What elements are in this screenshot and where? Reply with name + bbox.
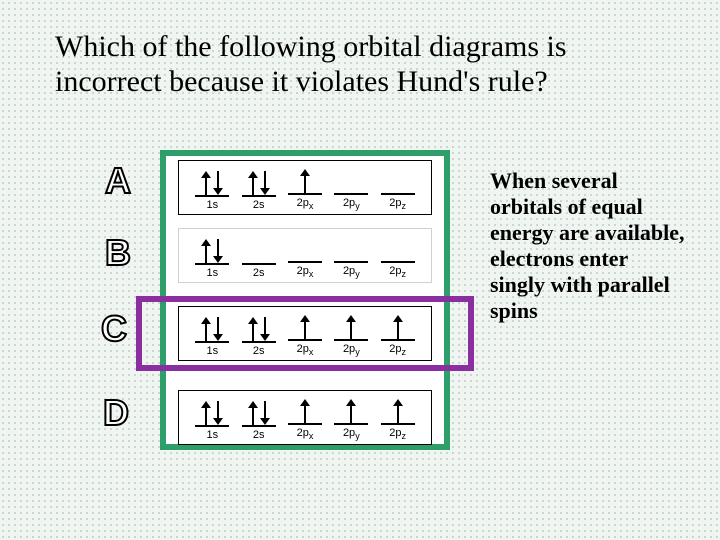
arrow-up-icon [201, 401, 211, 425]
orbital-2py: 2py [332, 395, 370, 441]
orbital-slot [288, 311, 322, 341]
option-letter-a: A [105, 160, 131, 202]
orbital-label: 1s [207, 429, 219, 441]
orbital-label: 2s [253, 345, 265, 357]
orbital-2px: 2px [286, 395, 324, 441]
orbital-slot [381, 165, 415, 195]
orbital-slot [288, 165, 322, 195]
orbital-slot [381, 233, 415, 263]
orbital-slot [242, 397, 276, 427]
orbital-2pz: 2pz [379, 165, 417, 211]
orbital-2pz: 2pz [379, 311, 417, 357]
orbital-1s: 1s [193, 167, 231, 211]
orbital-slot [334, 233, 368, 263]
slide-content: Which of the following orbital diagrams … [0, 0, 720, 540]
arrow-up-icon [393, 399, 403, 423]
orbital-slot [242, 167, 276, 197]
orbital-slot [195, 397, 229, 427]
orbital-label: 1s [207, 199, 219, 211]
orbital-label: 2s [253, 267, 265, 279]
orbital-label: 2py [343, 197, 360, 211]
orbital-label: 2px [297, 197, 314, 211]
option-letter-b: B [105, 232, 131, 274]
orbital-label: 2pz [389, 265, 406, 279]
orbital-slot [381, 395, 415, 425]
orbital-label: 2px [297, 265, 314, 279]
orbital-1s: 1s [193, 235, 231, 279]
orbital-panel-b: 1s 2s 2px 2py 2pz [178, 228, 432, 283]
orbital-label: 1s [207, 267, 219, 279]
orbital-2pz: 2pz [379, 233, 417, 279]
orbital-2py: 2py [332, 233, 370, 279]
orbital-1s: 1s [193, 313, 231, 357]
orbital-2py: 2py [332, 311, 370, 357]
orbital-2s: 2s [240, 397, 278, 441]
arrow-down-icon [260, 401, 270, 425]
arrow-down-icon [213, 401, 223, 425]
orbital-label: 2py [343, 427, 360, 441]
arrow-down-icon [260, 317, 270, 341]
orbital-slot [242, 313, 276, 343]
arrow-up-icon [201, 171, 211, 195]
orbital-2s: 2s [240, 167, 278, 211]
orbital-slot [334, 165, 368, 195]
orbital-label: 1s [207, 345, 219, 357]
orbital-1s: 1s [193, 397, 231, 441]
orbital-2py: 2py [332, 165, 370, 211]
orbital-label: 2pz [389, 197, 406, 211]
arrow-up-icon [393, 315, 403, 339]
arrow-down-icon [213, 317, 223, 341]
orbital-slot [334, 311, 368, 341]
orbital-slot [195, 313, 229, 343]
orbital-2px: 2px [286, 311, 324, 357]
orbital-label: 2s [253, 199, 265, 211]
orbital-slot [288, 395, 322, 425]
arrow-up-icon [201, 317, 211, 341]
orbital-2px: 2px [286, 165, 324, 211]
orbital-slot [195, 235, 229, 265]
orbital-label: 2py [343, 343, 360, 357]
orbital-panel-c: 1s 2s 2px 2py 2pz [178, 306, 432, 361]
orbital-panel-d: 1s 2s 2px 2py 2pz [178, 390, 432, 445]
option-letter-c: C [101, 308, 127, 350]
orbital-label: 2pz [389, 343, 406, 357]
arrow-up-icon [346, 399, 356, 423]
arrow-down-icon [213, 239, 223, 263]
arrow-up-icon [248, 401, 258, 425]
orbital-label: 2s [253, 429, 265, 441]
explanation-text: When several orbitals of equal energy ar… [490, 168, 685, 324]
arrow-up-icon [300, 399, 310, 423]
orbital-slot [334, 395, 368, 425]
option-letter-d: D [103, 392, 129, 434]
orbital-label: 2py [343, 265, 360, 279]
orbital-2pz: 2pz [379, 395, 417, 441]
orbital-2s: 2s [240, 313, 278, 357]
arrow-up-icon [248, 317, 258, 341]
orbital-label: 2px [297, 343, 314, 357]
arrow-up-icon [300, 169, 310, 193]
orbital-slot [195, 167, 229, 197]
arrow-down-icon [213, 171, 223, 195]
orbital-slot [381, 311, 415, 341]
orbital-label: 2px [297, 427, 314, 441]
orbital-2px: 2px [286, 233, 324, 279]
arrow-up-icon [346, 315, 356, 339]
question-text: Which of the following orbital diagrams … [55, 30, 665, 99]
arrow-up-icon [300, 315, 310, 339]
arrow-up-icon [201, 239, 211, 263]
orbital-label: 2pz [389, 427, 406, 441]
arrow-down-icon [260, 171, 270, 195]
orbital-panel-a: 1s 2s 2px 2py 2pz [178, 160, 432, 215]
orbital-slot [288, 233, 322, 263]
arrow-up-icon [248, 171, 258, 195]
orbital-2s: 2s [240, 235, 278, 279]
orbital-slot [242, 235, 276, 265]
